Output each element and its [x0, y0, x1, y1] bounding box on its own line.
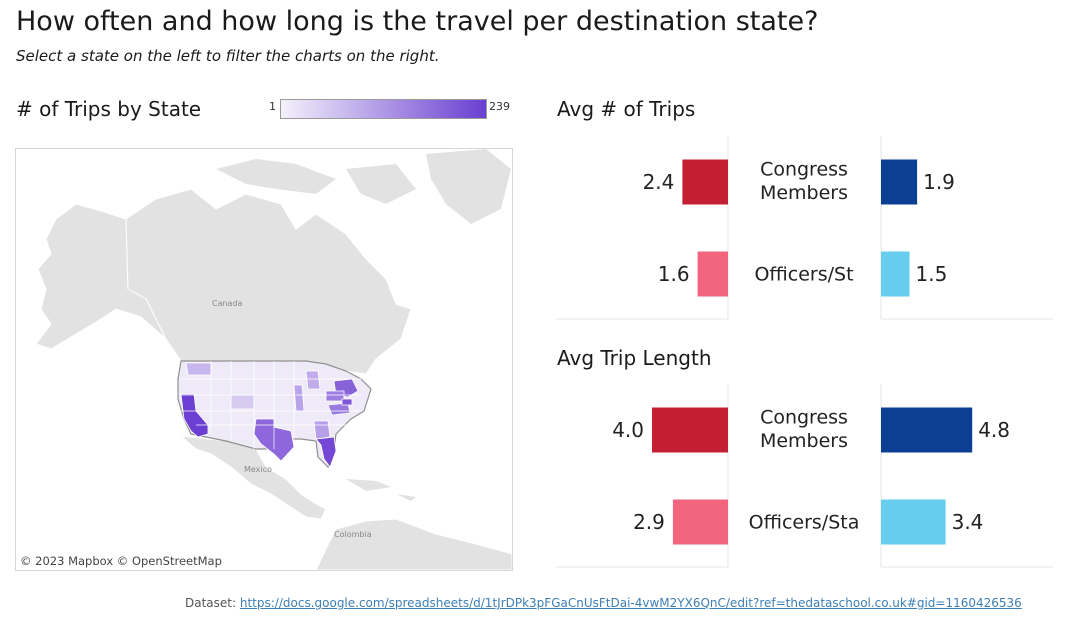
state-pennsylvania: [325, 390, 345, 402]
dataset-footer: Dataset: https://docs.google.com/spreads…: [185, 596, 1022, 610]
greenland: [426, 149, 511, 224]
legend-max-label: 239: [489, 100, 510, 113]
map-title: # of Trips by State: [16, 97, 202, 121]
category-label: Congress Members: [760, 406, 848, 452]
map-label-colombia: Colombia: [334, 530, 372, 539]
state-map[interactable]: Canada Mexico Colombia: [15, 148, 513, 571]
map-canvas[interactable]: Canada Mexico Colombia: [16, 149, 512, 570]
south-america: [315, 518, 512, 570]
avg-trips-chart[interactable]: Congress Members 2.4 1.9 Officers/St 1.6 1.5: [556, 136, 1056, 321]
color-legend-bar: [280, 99, 487, 119]
state-florida: [315, 436, 337, 468]
bar-congress[interactable]: [682, 159, 728, 205]
state-colorado: [230, 394, 255, 410]
state-michigan: [305, 370, 321, 390]
avg-trips-title: Avg # of Trips: [557, 97, 696, 121]
dataset-link[interactable]: https://docs.google.com/spreadsheets/d/1…: [239, 596, 1022, 610]
bar-value-label: 3.4: [952, 510, 984, 534]
avg-trip-length-chart[interactable]: Congress Members 4.0 4.8 Officers/Sta 2.9 3.4: [556, 384, 1056, 569]
category-label: Officers/Sta: [749, 512, 860, 534]
bar-congress[interactable]: [672, 499, 728, 545]
state-virginia: [327, 402, 351, 416]
bar-value-label: 4.0: [612, 418, 644, 442]
dataset-label: Dataset:: [185, 596, 237, 610]
bar-value-label: 1.6: [658, 262, 690, 286]
bar-value-label: 2.9: [633, 510, 665, 534]
legend-min-label: 1: [269, 100, 276, 113]
page-subtitle: Select a state on the left to filter the…: [16, 47, 440, 65]
map-label-canada: Canada: [212, 299, 243, 308]
bar-value-label: 1.5: [916, 262, 948, 286]
state-georgia: [313, 420, 331, 440]
bar-officers[interactable]: [881, 499, 946, 545]
arctic-islands: [216, 159, 416, 204]
state-illinois: [293, 384, 305, 412]
bar-value-label: 4.8: [978, 418, 1010, 442]
bar-officers[interactable]: [881, 159, 918, 205]
caribbean: [346, 479, 416, 501]
map-attribution[interactable]: © 2023 Mapbox © OpenStreetMap: [20, 554, 222, 568]
state-borders: [181, 361, 361, 449]
bar-congress[interactable]: [652, 407, 728, 453]
state-california: [180, 393, 209, 438]
category-label: Congress Members: [760, 158, 848, 204]
mexico-landmass: [179, 435, 327, 520]
bar-officers[interactable]: [881, 407, 973, 453]
avg-trip-length-title: Avg Trip Length: [557, 346, 712, 370]
bar-value-label: 1.9: [923, 170, 955, 194]
page-title: How often and how long is the travel per…: [16, 6, 819, 37]
bar-value-label: 2.4: [643, 170, 675, 194]
bar-officers[interactable]: [881, 251, 910, 297]
category-label: Officers/St: [754, 264, 853, 286]
state-maryland: [341, 398, 353, 406]
map-label-mexico: Mexico: [244, 465, 272, 474]
bar-congress[interactable]: [697, 251, 728, 297]
state-washington: [185, 362, 212, 376]
